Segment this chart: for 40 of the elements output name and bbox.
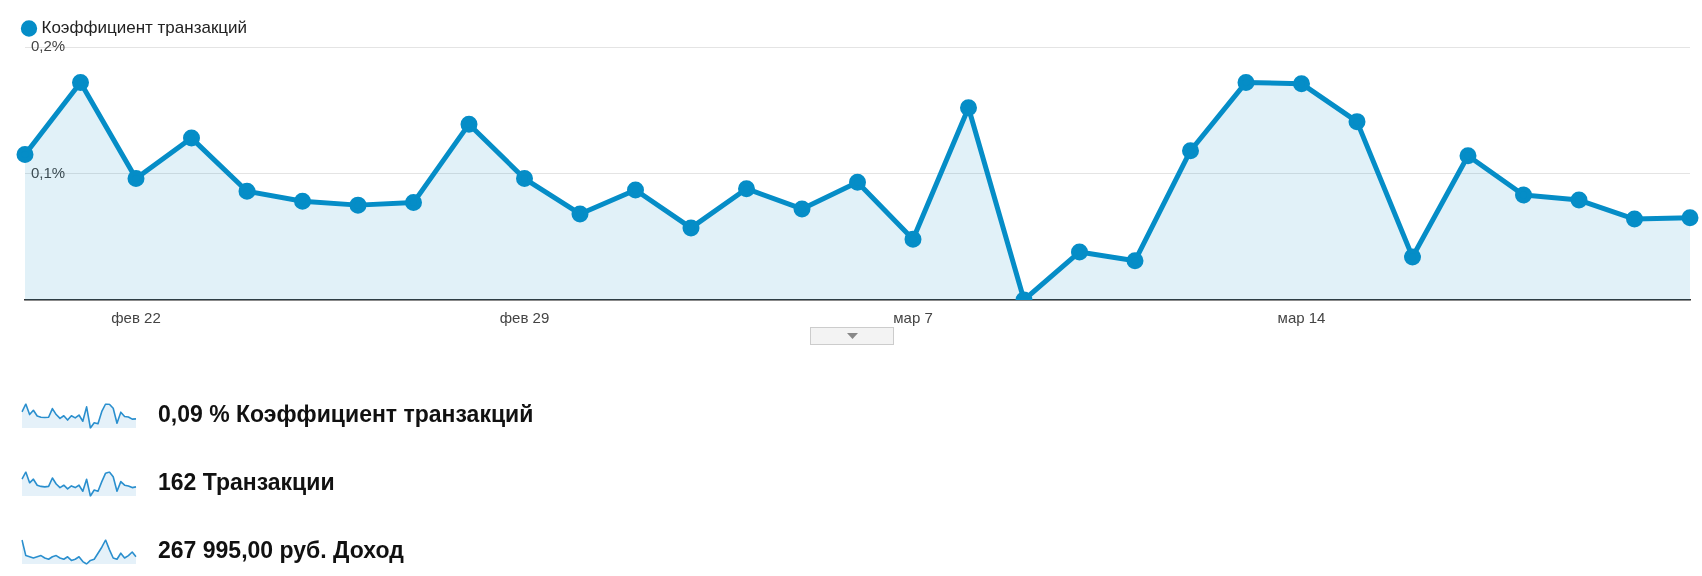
x-tick-label: мар 7: [893, 309, 933, 327]
point: [738, 180, 755, 198]
series-label: 0,09 % Коэффициент транзакций: [158, 401, 534, 428]
point: [1515, 186, 1532, 204]
point: [183, 129, 200, 147]
point: [960, 99, 977, 117]
point: [460, 115, 478, 133]
point: [1570, 191, 1588, 209]
point: [16, 146, 34, 164]
point: [127, 170, 145, 188]
point: [349, 196, 367, 214]
point: [294, 192, 311, 210]
point: [1348, 113, 1366, 131]
point: [1293, 75, 1310, 93]
point: [1459, 147, 1477, 165]
point: [1237, 73, 1255, 91]
series-label: 162 Транзакции: [158, 469, 335, 496]
x-tick-label: фев 22: [111, 309, 161, 327]
y-tick-label: 0,2%: [31, 37, 66, 55]
point: [238, 182, 256, 200]
y-tick-label: 0,1%: [31, 163, 66, 181]
point: [1681, 209, 1699, 227]
point: [405, 194, 422, 212]
point: [682, 219, 700, 237]
x-tick-label: фев 29: [499, 309, 550, 327]
point: [1182, 142, 1199, 160]
point: [793, 200, 811, 218]
point: [849, 173, 866, 191]
x-tick-label: мар 14: [1277, 309, 1326, 327]
point: [516, 170, 533, 188]
point: [1071, 243, 1088, 261]
point: [1626, 210, 1643, 228]
point: [1404, 248, 1421, 266]
series-label: 267 995,00 руб. Доход: [158, 537, 405, 564]
point: [904, 230, 922, 248]
point: [72, 73, 89, 91]
point: [1126, 252, 1144, 270]
legend-label: Коэффициент транзакций: [41, 18, 248, 38]
point: [627, 181, 644, 199]
point: [571, 205, 589, 223]
